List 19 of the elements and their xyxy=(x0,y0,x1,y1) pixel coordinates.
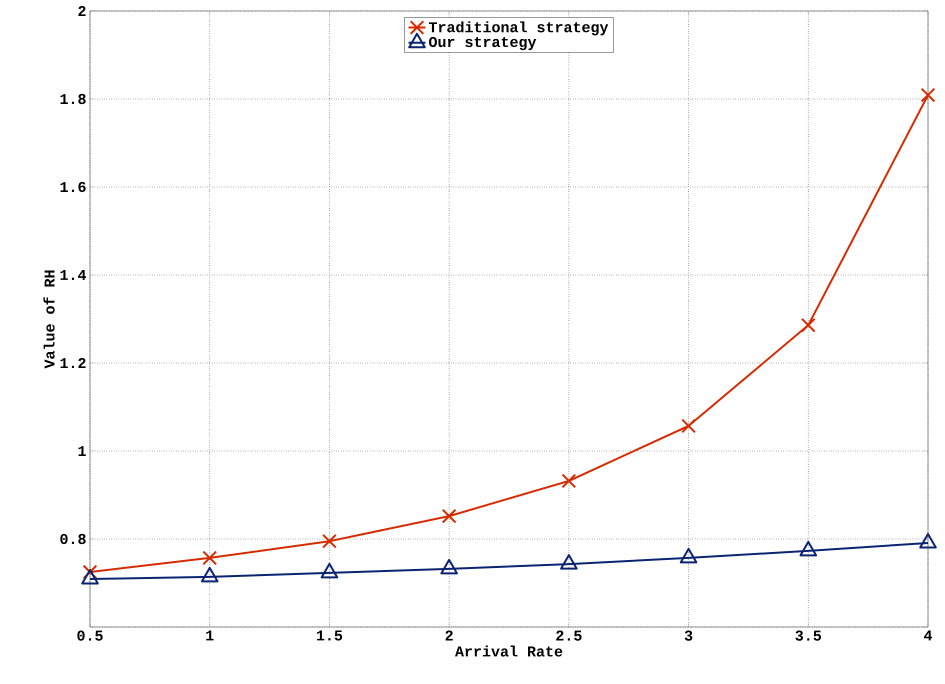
x-axis-title: Arrival Rate xyxy=(454,646,562,657)
y-axis-title: Value of RH xyxy=(43,270,55,368)
x-tick-label: 3 xyxy=(684,630,692,641)
y-tick-label: 1.2 xyxy=(60,358,86,368)
x-tick-label: 1.5 xyxy=(316,630,342,641)
x-tick-label: 4 xyxy=(924,630,932,640)
x-tick-label: 3.5 xyxy=(795,630,822,641)
y-tick-label: 1.4 xyxy=(60,270,86,280)
y-tick-label: 2 xyxy=(78,6,86,16)
y-tick-label: 1.6 xyxy=(60,182,86,192)
y-tick-label: 0.8 xyxy=(60,534,86,544)
x-tick-label: 2 xyxy=(446,630,453,641)
legend-label: Traditional strategy xyxy=(428,21,608,36)
y-tick-label: 1 xyxy=(78,446,86,456)
legend-label: Our strategy xyxy=(429,36,536,50)
y-tick-label: 1.8 xyxy=(60,94,86,104)
x-tick-label: 1 xyxy=(206,630,214,640)
x-tick-label: 2.5 xyxy=(556,630,582,641)
x-tick-label: 0.5 xyxy=(77,630,103,641)
